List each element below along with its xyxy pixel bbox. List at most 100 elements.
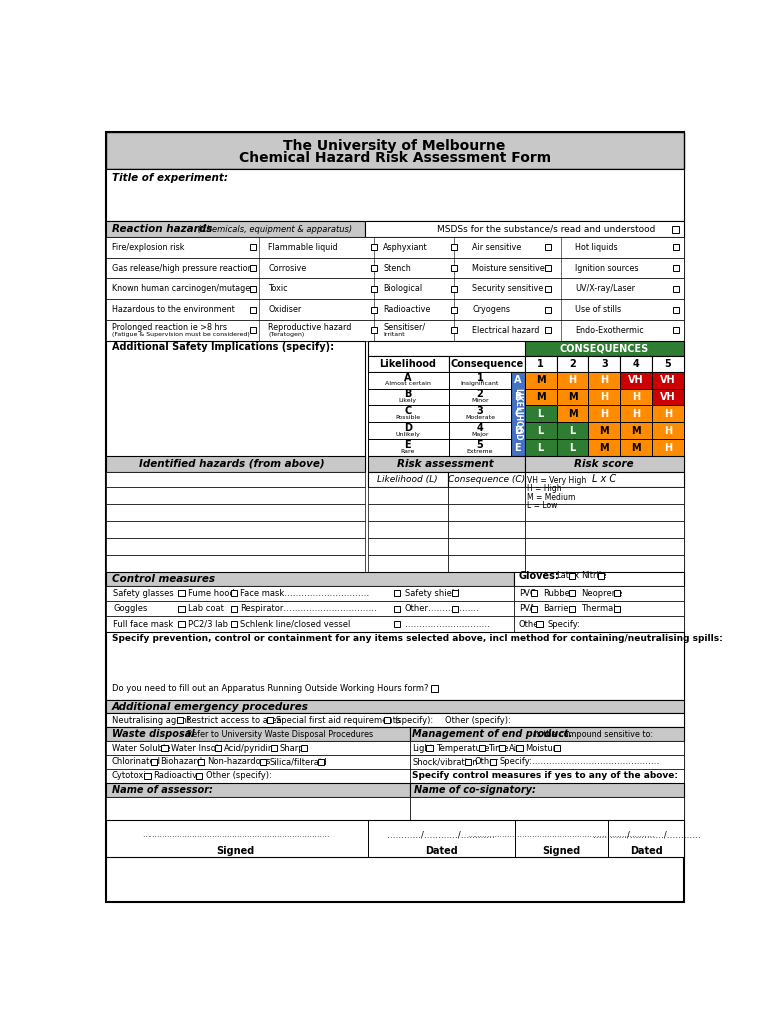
Text: Radioactive: Radioactive: [383, 305, 430, 314]
Bar: [105, 586, 514, 601]
Bar: [588, 406, 620, 423]
Bar: [620, 356, 652, 372]
Bar: [449, 356, 525, 372]
Text: C: C: [514, 409, 521, 419]
Bar: [105, 632, 684, 699]
Text: M: M: [600, 442, 609, 453]
Text: …………/…………/…………: …………/…………/…………: [593, 830, 701, 839]
Bar: [231, 590, 237, 596]
Bar: [367, 555, 448, 571]
Bar: [105, 521, 365, 538]
Text: B: B: [404, 389, 411, 399]
Text: Security sensitive: Security sensitive: [472, 285, 544, 293]
Bar: [105, 727, 410, 741]
Text: Additional Safety Implications (specify):: Additional Safety Implications (specify)…: [112, 342, 334, 352]
Bar: [105, 538, 365, 555]
Text: M: M: [631, 426, 641, 436]
Bar: [105, 699, 684, 714]
Bar: [465, 759, 471, 765]
Bar: [620, 406, 652, 423]
Text: Major: Major: [471, 432, 489, 437]
Text: Fire/explosion risk: Fire/explosion risk: [112, 243, 184, 252]
Bar: [367, 439, 449, 457]
Text: M: M: [567, 409, 578, 419]
Text: Title of experiment:: Title of experiment:: [112, 173, 228, 183]
Text: Gloves:: Gloves:: [519, 570, 560, 581]
Text: Minor: Minor: [471, 398, 489, 403]
Text: (Fatigue & Supervision must be considered): (Fatigue & Supervision must be considere…: [112, 332, 249, 337]
Bar: [557, 406, 588, 423]
Text: 1: 1: [477, 373, 484, 383]
Bar: [449, 388, 511, 406]
Text: L: L: [537, 426, 544, 436]
Bar: [144, 773, 150, 779]
Bar: [569, 572, 575, 579]
Bar: [652, 423, 684, 439]
Text: Insignificant: Insignificant: [460, 381, 499, 386]
Text: B: B: [514, 392, 521, 402]
Text: 2: 2: [569, 358, 576, 369]
Bar: [367, 406, 449, 423]
Text: M: M: [536, 375, 545, 385]
Bar: [105, 169, 684, 221]
Bar: [525, 555, 684, 571]
Text: Risk score: Risk score: [574, 459, 634, 469]
Bar: [105, 341, 365, 469]
Text: Electrical hazard: Electrical hazard: [472, 326, 540, 335]
Text: …………………………………………………………………: …………………………………………………………………: [142, 830, 330, 839]
Text: Use of stills: Use of stills: [575, 305, 621, 314]
Text: Endo-Exothermic: Endo-Exothermic: [575, 326, 644, 335]
Text: Neutralising agent: Neutralising agent: [112, 716, 190, 725]
Bar: [525, 406, 557, 423]
Bar: [105, 797, 410, 820]
Bar: [620, 423, 652, 439]
Text: Corrosive: Corrosive: [268, 263, 306, 272]
Bar: [370, 306, 377, 312]
Bar: [449, 423, 511, 439]
Bar: [367, 538, 448, 555]
Bar: [652, 356, 684, 372]
Bar: [196, 773, 203, 779]
Bar: [393, 622, 400, 628]
Bar: [449, 439, 511, 457]
Text: Non-hazardous: Non-hazardous: [207, 758, 270, 767]
Text: Extreme: Extreme: [467, 450, 493, 454]
Text: Specify:: Specify:: [547, 620, 580, 629]
Text: VH: VH: [660, 375, 675, 385]
Text: UV/X-ray/Laser: UV/X-ray/Laser: [575, 285, 635, 293]
Bar: [557, 388, 588, 406]
Text: Prolonged reaction ie >8 hrs: Prolonged reaction ie >8 hrs: [112, 323, 226, 332]
Text: VH: VH: [628, 375, 644, 385]
Bar: [105, 782, 410, 797]
Text: …………………………………………………………………: …………………………………………………………………: [467, 830, 655, 839]
Text: Specify:………………………………………: Specify:………………………………………: [499, 758, 660, 767]
Bar: [410, 741, 684, 755]
Text: Oxidiser: Oxidiser: [268, 305, 302, 314]
Bar: [105, 487, 365, 504]
Bar: [525, 538, 684, 555]
Text: 1: 1: [537, 358, 544, 369]
Text: C: C: [404, 407, 411, 417]
Text: VH = Very High: VH = Very High: [527, 476, 587, 484]
Text: M = Medium: M = Medium: [527, 493, 575, 502]
Text: Flammable liquid: Flammable liquid: [268, 243, 338, 252]
Text: Lab coat: Lab coat: [188, 604, 223, 613]
Bar: [531, 605, 537, 611]
Text: Almost certain: Almost certain: [385, 381, 430, 386]
Bar: [367, 487, 448, 504]
Bar: [367, 372, 449, 388]
Bar: [270, 745, 277, 752]
Text: Rubber: Rubber: [543, 589, 573, 598]
Bar: [430, 685, 437, 692]
Bar: [249, 265, 256, 271]
Bar: [452, 590, 458, 596]
Bar: [514, 616, 684, 632]
Bar: [448, 555, 525, 571]
Text: Likelihood: Likelihood: [380, 358, 437, 369]
Bar: [451, 265, 457, 271]
Bar: [569, 605, 575, 611]
Text: (Teratogen): (Teratogen): [268, 332, 305, 337]
Bar: [105, 237, 684, 258]
Bar: [652, 439, 684, 457]
Bar: [525, 388, 557, 406]
